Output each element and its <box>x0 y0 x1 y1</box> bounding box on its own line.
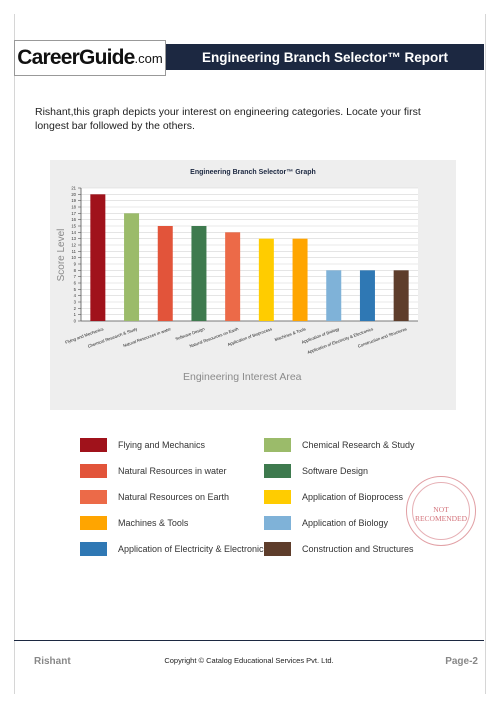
bar <box>191 226 207 321</box>
bar <box>326 270 342 321</box>
y-tick-label: 16 <box>71 217 76 222</box>
y-tick-label: 3 <box>74 300 77 305</box>
y-tick-label: 14 <box>71 230 76 235</box>
legend-swatch <box>80 438 107 452</box>
legend-swatch <box>264 464 291 478</box>
legend-label: Software Design <box>302 466 369 476</box>
y-tick-label: 10 <box>71 255 76 260</box>
x-axis-label: Engineering Interest Area <box>183 371 302 383</box>
legend-label: Natural Resources in water <box>118 466 227 476</box>
stamp-text: NOT RECOMENDED <box>407 505 475 523</box>
y-tick-label: 7 <box>74 274 77 279</box>
bar <box>90 194 106 321</box>
legend-swatch <box>264 516 291 530</box>
bar <box>359 270 375 321</box>
stamp-line-2: RECOMENDED <box>414 514 468 523</box>
y-tick-label: 12 <box>71 243 76 248</box>
legend-label: Natural Resources on Earth <box>118 492 230 502</box>
intro-text: Rishant,this graph depicts your interest… <box>35 106 421 132</box>
y-tick-label: 8 <box>74 268 77 273</box>
legend-item: Natural Resources in water <box>80 463 227 479</box>
y-tick-label: 18 <box>71 205 76 210</box>
bar <box>393 270 409 321</box>
y-tick-label: 4 <box>74 293 77 298</box>
stamp-inner-ring <box>412 482 470 540</box>
careerguide-logo: CareerGuide .com <box>14 40 166 76</box>
y-tick-label: 5 <box>74 287 77 292</box>
y-tick-label: 17 <box>71 211 76 216</box>
legend-label: Machines & Tools <box>118 518 189 528</box>
legend-swatch <box>80 490 107 504</box>
y-tick-label: 1 <box>74 312 77 317</box>
legend-item: Software Design <box>264 463 368 479</box>
legend-swatch <box>264 438 291 452</box>
y-tick-label: 15 <box>71 224 76 229</box>
y-tick-label: 13 <box>71 236 76 241</box>
y-tick-label: 9 <box>74 262 77 267</box>
bar <box>258 238 274 321</box>
logo-suffix-text: .com <box>134 50 163 66</box>
legend-swatch <box>264 490 291 504</box>
footer-divider <box>14 640 484 641</box>
legend-label: Chemical Research & Study <box>302 440 415 450</box>
legend-swatch <box>80 542 107 556</box>
y-tick-label: 0 <box>74 319 77 324</box>
bar <box>124 213 140 321</box>
y-tick-label: 11 <box>72 249 77 254</box>
logo-main-text: CareerGuide <box>17 46 135 69</box>
y-tick-label: 6 <box>74 281 77 286</box>
chart-panel: Engineering Branch Selector™ Graph 0 1 2 3 4 5… <box>50 160 476 546</box>
legend-swatch <box>80 464 107 478</box>
footer-page-number: Page-2 <box>445 656 478 667</box>
chart-title: Engineering Branch Selector™ Graph <box>190 169 316 176</box>
bar-chart: Engineering Branch Selector™ Graph012345… <box>56 169 418 383</box>
legend-item: Construction and Structures <box>264 541 414 557</box>
legend-label: Application of Electricity & Electronics <box>118 544 269 554</box>
footer-student-name: Rishant <box>34 656 71 667</box>
bar <box>292 238 308 321</box>
legend-label: Application of Bioprocess <box>302 492 404 502</box>
legend-item: Flying and Mechanics <box>80 437 205 453</box>
legend-swatch <box>264 542 291 556</box>
y-tick-label: 2 <box>74 306 77 311</box>
page-frame <box>14 14 486 694</box>
stamp-line-1: NOT <box>433 505 449 514</box>
report-title-bar: Engineering Branch Selector™ Report <box>166 44 484 70</box>
legend-label: Flying and Mechanics <box>118 440 206 450</box>
footer-copyright: Copyright © Catalog Educational Services… <box>164 656 334 665</box>
bar <box>157 226 173 321</box>
y-tick-label: 21 <box>71 186 76 191</box>
legend-item: Application of Bioprocess <box>264 489 403 505</box>
legend-item: Chemical Research & Study <box>264 437 415 453</box>
legend-item: Natural Resources on Earth <box>80 489 229 505</box>
legend-item: Machines & Tools <box>80 515 188 531</box>
legend-label: Application of Biology <box>302 518 389 528</box>
legend-item: Application of Biology <box>264 515 388 531</box>
legend-label: Construction and Structures <box>302 544 414 554</box>
y-tick-label: 20 <box>71 192 76 197</box>
y-axis-label: Score Level <box>56 229 67 282</box>
bar <box>225 232 241 321</box>
y-tick-label: 19 <box>71 198 76 203</box>
report-title: Engineering Branch Selector™ Report <box>201 49 449 65</box>
not-recommended-stamp: NOT RECOMENDED <box>406 476 476 546</box>
legend-swatch <box>80 516 107 530</box>
legend-item: Application of Electricity & Electronics <box>80 541 268 557</box>
